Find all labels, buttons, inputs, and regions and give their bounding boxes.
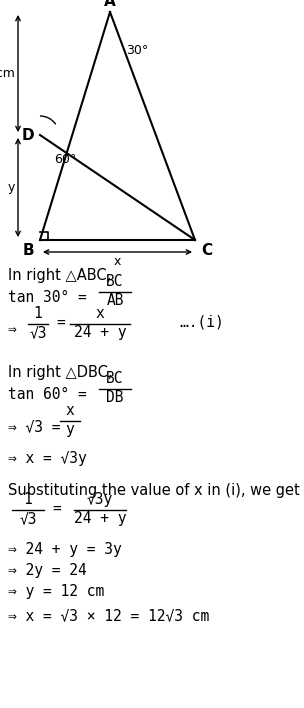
Text: tan 30° =: tan 30° = [8, 290, 87, 305]
Text: In right △ABC,: In right △ABC, [8, 268, 111, 283]
Text: 30°: 30° [126, 44, 148, 57]
Text: 24 cm: 24 cm [0, 67, 15, 80]
Text: A: A [104, 0, 116, 9]
Text: y: y [66, 422, 74, 437]
Text: D: D [21, 127, 34, 142]
Text: BC: BC [106, 274, 124, 289]
Text: ⇒ 24 + y = 3y: ⇒ 24 + y = 3y [8, 542, 122, 557]
Text: 1: 1 [34, 306, 42, 321]
Text: ⇒ y = 12 cm: ⇒ y = 12 cm [8, 584, 104, 599]
Text: B: B [22, 243, 34, 258]
Text: 1: 1 [24, 492, 32, 507]
Text: ⇒ √3 =: ⇒ √3 = [8, 419, 60, 434]
Text: Substituting the value of x in (i), we get: Substituting the value of x in (i), we g… [8, 483, 300, 498]
Text: C: C [201, 243, 212, 258]
Text: x: x [96, 306, 104, 321]
Text: y: y [8, 181, 15, 194]
Text: ⇒: ⇒ [8, 322, 17, 337]
Text: √3: √3 [19, 511, 37, 526]
Text: x: x [66, 403, 74, 418]
Text: 24 + y: 24 + y [74, 325, 126, 340]
Text: ….(i): ….(i) [145, 314, 224, 329]
Text: DB: DB [106, 390, 124, 405]
Text: 60°: 60° [54, 153, 76, 166]
Text: √3: √3 [29, 325, 47, 340]
Text: =: = [52, 501, 61, 515]
Text: ⇒ 2y = 24: ⇒ 2y = 24 [8, 563, 87, 578]
Text: tan 60° =: tan 60° = [8, 387, 87, 402]
Text: √3y: √3y [87, 492, 113, 507]
Text: =: = [56, 314, 65, 329]
Text: BC: BC [106, 371, 124, 386]
Text: ⇒ x = √3y: ⇒ x = √3y [8, 451, 87, 466]
Text: x: x [114, 255, 121, 268]
Text: In right △DBC,: In right △DBC, [8, 365, 112, 380]
Text: AB: AB [106, 293, 124, 308]
Text: 24 + y: 24 + y [74, 511, 126, 526]
Text: ⇒ x = √3 × 12 = 12√3 cm: ⇒ x = √3 × 12 = 12√3 cm [8, 608, 209, 623]
